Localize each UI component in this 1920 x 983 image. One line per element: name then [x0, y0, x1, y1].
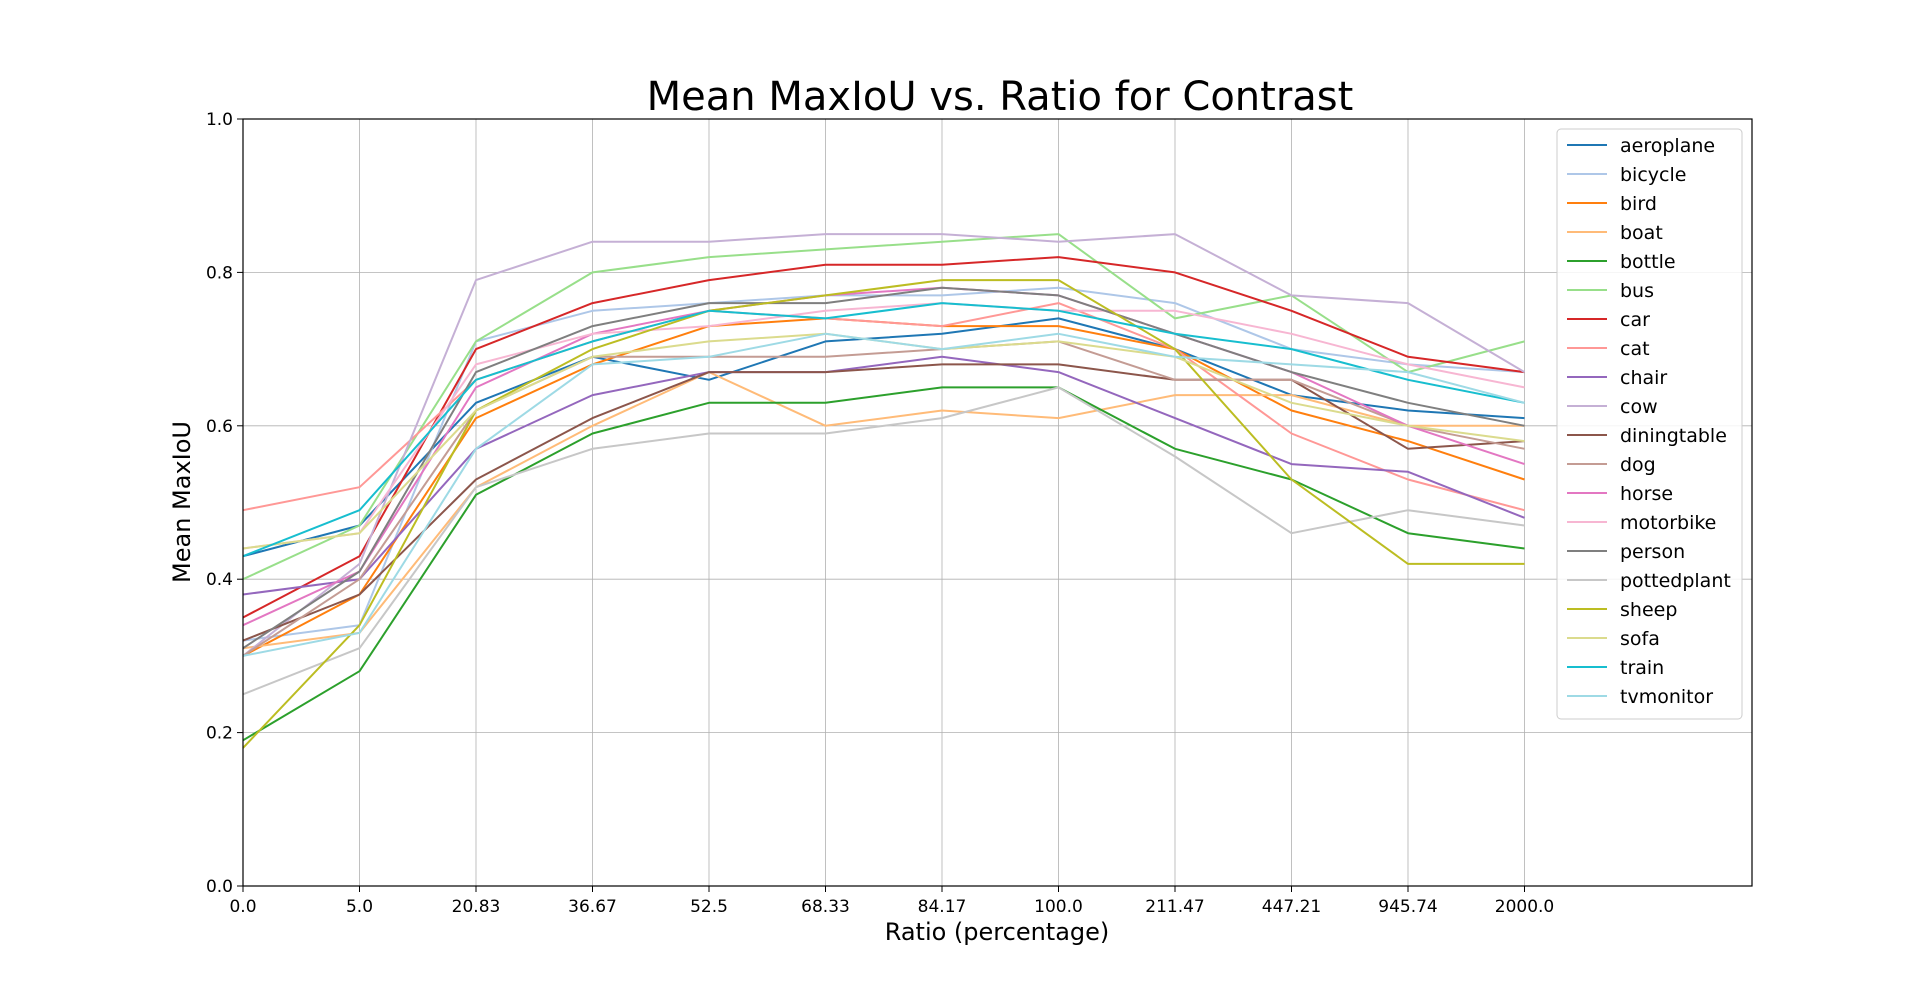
series-line-chair [242, 355, 1525, 596]
series-line-bus [242, 233, 1525, 581]
legend-label-horse: horse [1620, 483, 1673, 505]
y-tick-label: 0.8 [206, 263, 233, 283]
legend-box [1556, 128, 1743, 720]
x-tick-label: 52.5 [690, 897, 728, 917]
series-line-motorbike [242, 302, 1525, 550]
grid [242, 118, 1752, 887]
x-tick-label: 68.33 [801, 897, 850, 917]
legend-label-dog: dog [1620, 454, 1656, 476]
x-tick-label: 84.17 [918, 897, 967, 917]
series-line-aeroplane [242, 317, 1525, 558]
y-tick-label: 0.0 [206, 877, 233, 897]
y-tick-label: 0.4 [206, 570, 233, 590]
legend-label-bird: bird [1620, 193, 1657, 215]
x-axis-title: Ratio (percentage) [885, 918, 1110, 946]
x-tick-label: 36.67 [568, 897, 617, 917]
legend-label-aeroplane: aeroplane [1620, 135, 1715, 157]
x-tick-label: 0.0 [229, 897, 256, 917]
series-line-horse [242, 286, 1525, 627]
x-tick-label: 211.47 [1145, 897, 1204, 917]
legend-label-train: train [1620, 657, 1664, 679]
legend: aeroplane bicycle bird boat bottle bus car cat c… [1556, 128, 1743, 720]
y-tick-label: 0.2 [206, 724, 233, 744]
series-line-boat [242, 371, 1525, 650]
series-line-diningtable [242, 363, 1525, 642]
y-axis-title: Mean MaxIoU [168, 421, 196, 583]
legend-label-bottle: bottle [1620, 251, 1676, 273]
x-tick-label: 2000.0 [1495, 897, 1554, 917]
series-line-train [242, 302, 1525, 558]
series-line-cat [242, 302, 1525, 512]
legend-label-pottedplant: pottedplant [1620, 570, 1731, 592]
series-line-cow [242, 233, 1526, 657]
legend-label-tvmonitor: tvmonitor [1620, 686, 1713, 708]
legend-label-chair: chair [1620, 367, 1667, 389]
plot-frame [242, 118, 1753, 887]
legend-label-cat: cat [1620, 338, 1650, 360]
legend-label-sofa: sofa [1620, 628, 1660, 650]
series-line-person [242, 286, 1525, 650]
series-line-bottle [242, 386, 1525, 742]
y-axis-ticks: 0.0 0.2 0.4 0.6 0.8 1.0 [206, 110, 243, 897]
x-tick-label: 945.74 [1378, 897, 1437, 917]
x-tick-label: 447.21 [1262, 897, 1321, 917]
legend-label-cow: cow [1620, 396, 1658, 418]
legend-label-motorbike: motorbike [1620, 512, 1716, 534]
x-tick-label: 20.83 [452, 897, 501, 917]
x-tick-label: 5.0 [346, 897, 373, 917]
legend-label-person: person [1620, 541, 1685, 563]
legend-label-sheep: sheep [1620, 599, 1677, 621]
legend-label-bicycle: bicycle [1620, 164, 1686, 186]
series-line-tvmonitor [242, 332, 1525, 657]
legend-label-boat: boat [1620, 222, 1663, 244]
x-tick-label: 100.0 [1034, 897, 1083, 917]
chart-title: Mean MaxIoU vs. Ratio for Contrast [647, 74, 1354, 120]
series-line-pottedplant [242, 386, 1525, 696]
series-line-dog [242, 340, 1525, 657]
legend-label-car: car [1620, 309, 1650, 331]
y-tick-label: 0.6 [206, 417, 233, 437]
x-axis-ticks: 0.0 5.0 20.83 36.67 52.5 68.33 84.17 100.0 211.4… [229, 886, 1554, 917]
legend-label-bus: bus [1620, 280, 1654, 302]
y-tick-label: 1.0 [206, 110, 233, 130]
legend-label-diningtable: diningtable [1620, 425, 1727, 447]
series-lines [242, 233, 1526, 749]
series-line-sheep [242, 279, 1525, 749]
series-line-car [242, 256, 1525, 619]
